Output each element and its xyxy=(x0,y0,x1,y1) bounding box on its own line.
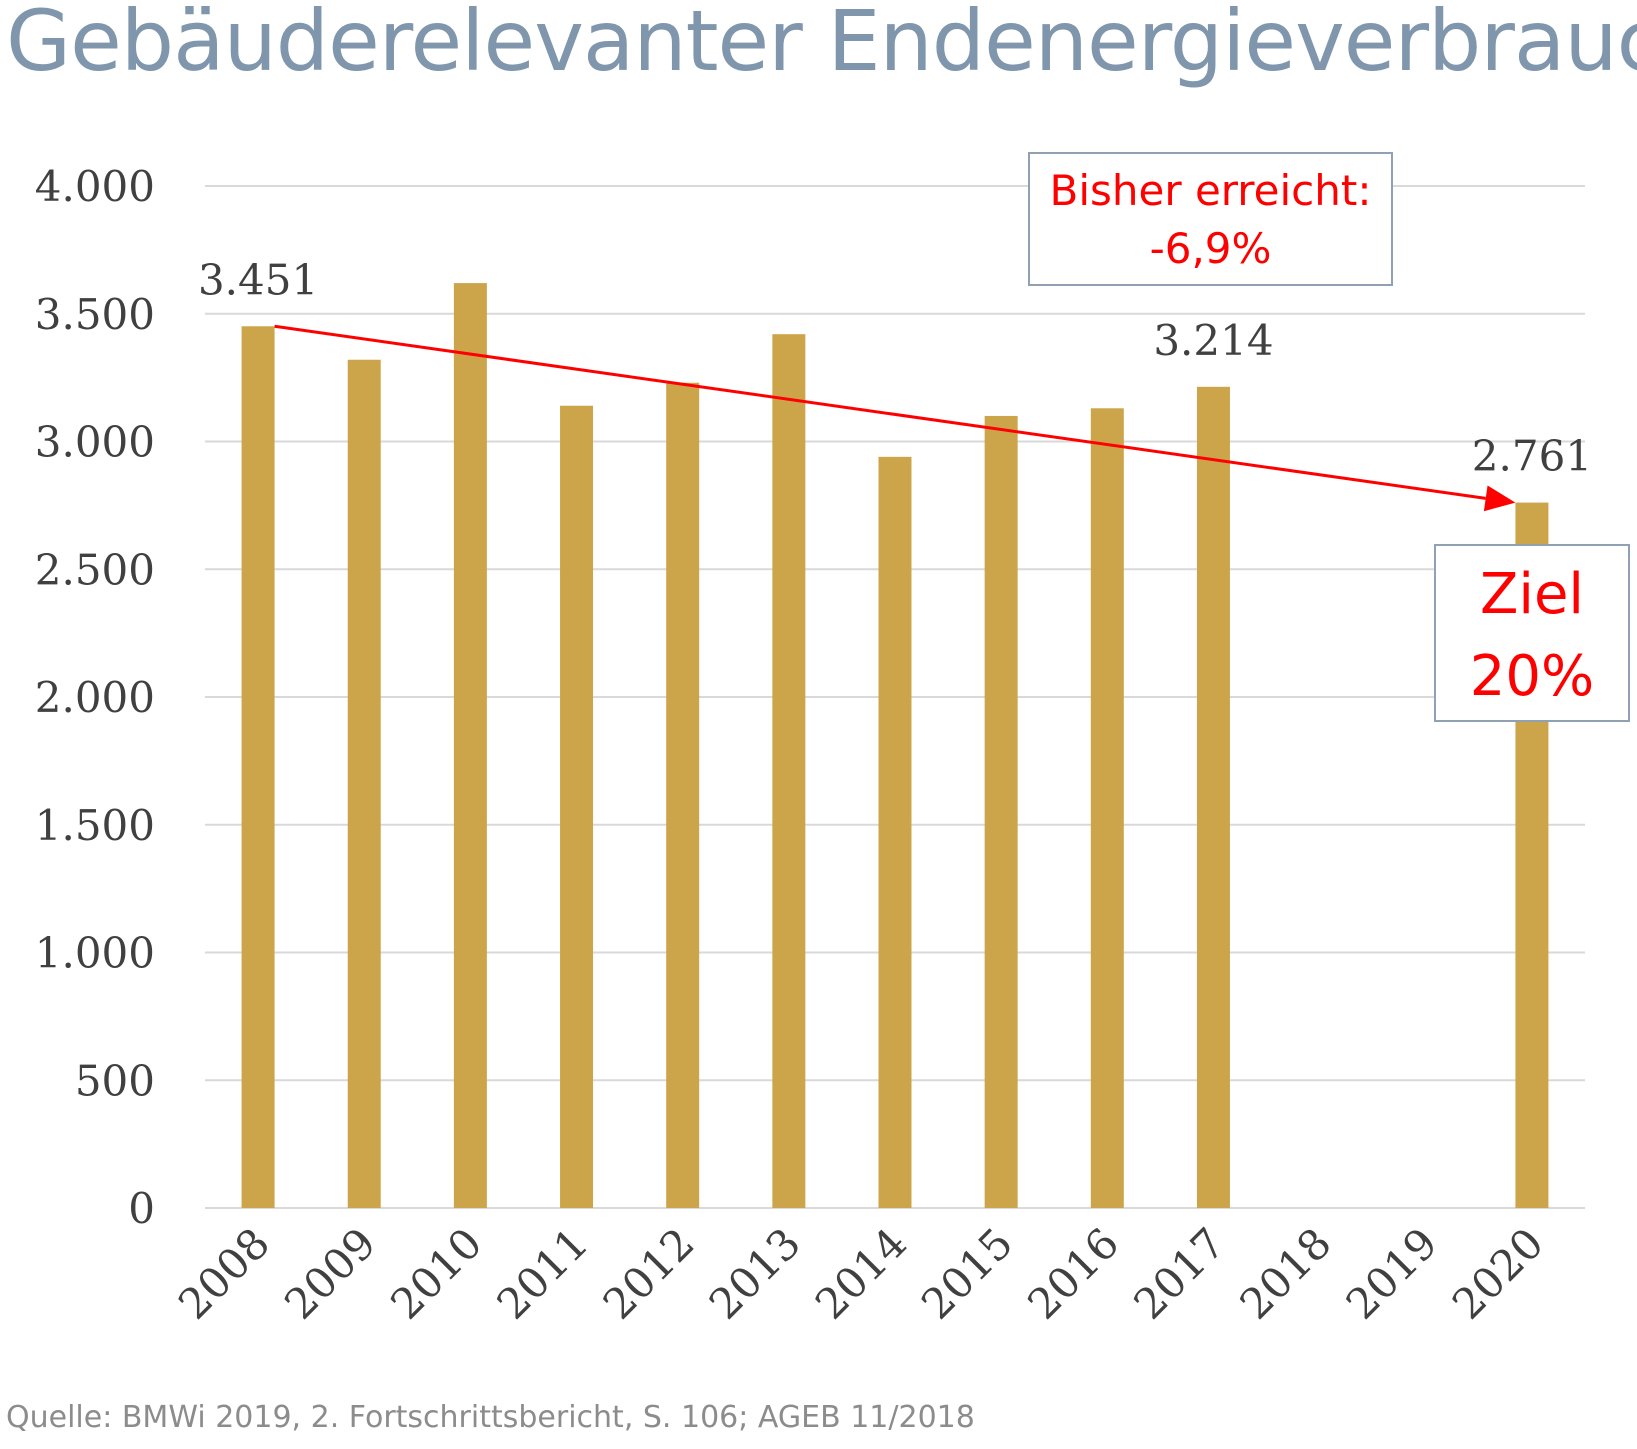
bar xyxy=(1196,386,1230,1208)
achieved-value: -6,9% xyxy=(1149,224,1272,273)
goal-label: Ziel xyxy=(1480,562,1584,627)
achieved-label: Bisher erreicht: xyxy=(1049,166,1372,215)
x-tick-label: 2018 xyxy=(1230,1218,1340,1328)
bar xyxy=(666,382,700,1208)
trend-arrowhead xyxy=(1483,485,1516,512)
y-axis-ticks: 0 500 1.000 1.500 2.000 2.500 3.000 3.500 4.000 xyxy=(35,162,155,1233)
y-tick-label: 500 xyxy=(75,1056,155,1105)
data-label: 3.451 xyxy=(198,255,318,304)
x-tick-label: 2019 xyxy=(1337,1218,1447,1328)
bar xyxy=(347,359,381,1208)
x-tick-label: 2020 xyxy=(1443,1218,1553,1328)
chart-title: Gebäuderelevanter Endenergieverbrauch xyxy=(6,0,1637,90)
y-tick-label: 4.000 xyxy=(35,162,155,211)
x-tick-label: 2014 xyxy=(806,1218,916,1328)
x-tick-label: 2015 xyxy=(912,1218,1022,1328)
bar xyxy=(560,405,594,1209)
y-tick-label: 3.000 xyxy=(35,418,155,467)
bar xyxy=(878,456,912,1209)
x-tick-label: 2009 xyxy=(275,1218,385,1328)
x-tick-label: 2012 xyxy=(594,1218,704,1328)
y-tick-label: 2.000 xyxy=(35,673,155,722)
achieved-annotation-box: Bisher erreicht: -6,9% xyxy=(1028,152,1393,286)
trend-arrow xyxy=(274,324,1516,512)
data-labels: 3.451 3.214 2.761 xyxy=(198,255,1592,480)
goal-value: 20% xyxy=(1469,644,1595,709)
bar xyxy=(1090,408,1124,1208)
bars xyxy=(241,283,1549,1209)
bar xyxy=(241,326,275,1208)
y-tick-label: 1.000 xyxy=(35,929,155,978)
bar xyxy=(984,415,1018,1208)
bar xyxy=(772,334,806,1208)
x-tick-label: 2011 xyxy=(487,1218,597,1328)
x-tick-label: 2016 xyxy=(1018,1218,1128,1328)
data-label: 3.214 xyxy=(1153,316,1273,365)
y-tick-label: 2.500 xyxy=(35,545,155,594)
bar xyxy=(453,283,487,1209)
x-tick-label: 2013 xyxy=(700,1218,810,1328)
x-tick-label: 2008 xyxy=(169,1218,279,1328)
data-label: 2.761 xyxy=(1472,432,1592,481)
goal-annotation-box: Ziel 20% xyxy=(1434,544,1630,722)
x-tick-label: 2017 xyxy=(1124,1218,1234,1328)
source-note: Quelle: BMWi 2019, 2. Fortschrittsberich… xyxy=(6,1400,975,1435)
y-tick-label: 1.500 xyxy=(35,801,155,850)
y-tick-label: 0 xyxy=(128,1184,155,1233)
x-tick-label: 2010 xyxy=(381,1218,491,1328)
x-axis-ticks: 2008200920102011201220132014201520162017… xyxy=(169,1218,1553,1328)
y-tick-label: 3.500 xyxy=(35,290,155,339)
trend-line xyxy=(274,324,1486,500)
